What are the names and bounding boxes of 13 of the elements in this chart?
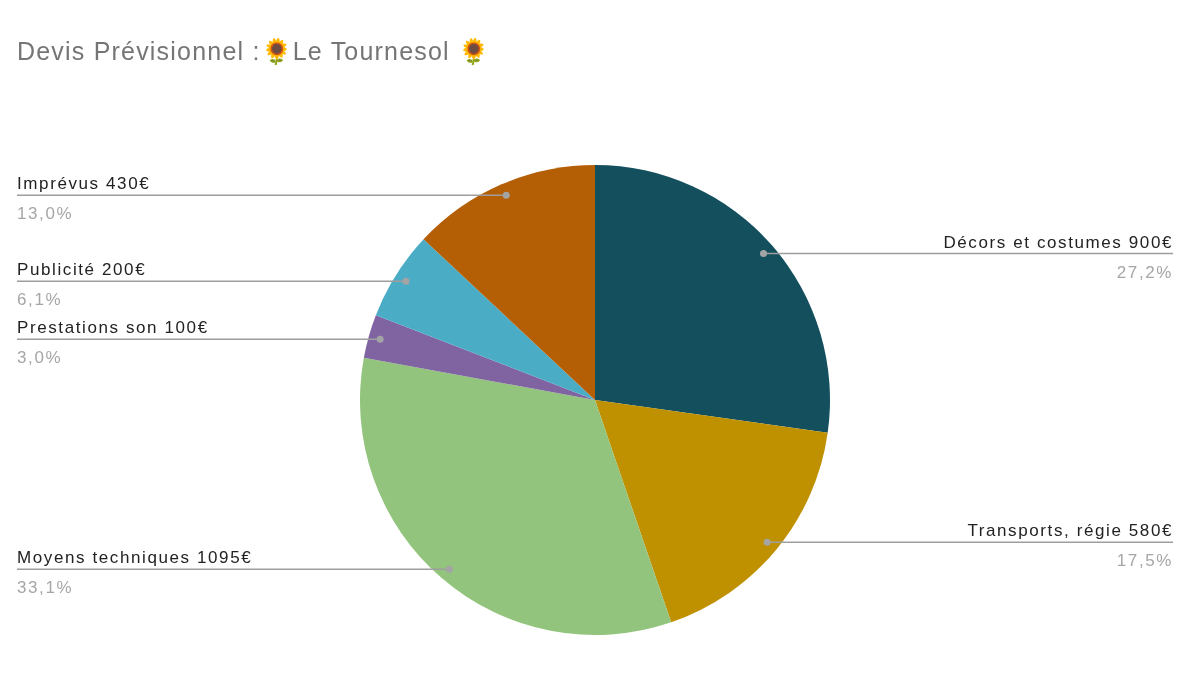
data-label: 13,0% <box>17 204 74 224</box>
data-label: 17,5% <box>1116 551 1173 571</box>
slice-label: Moyens techniques 1095€ <box>17 548 253 568</box>
slice-label: Prestations son 100€ <box>17 318 209 338</box>
data-label: 27,2% <box>1116 262 1173 282</box>
title: Devis Prévisionnel :🌻Le Tournesol 🌻 <box>17 37 491 65</box>
data-label: 33,1% <box>17 578 74 598</box>
slice-label: Imprévus 430€ <box>17 174 151 194</box>
slice-label: Transports, régie 580€ <box>967 521 1173 541</box>
data-label: 3,0% <box>17 348 63 368</box>
data-label: 6,1% <box>17 290 63 310</box>
slice-label: Décors et costumes 900€ <box>943 232 1173 252</box>
slice-label: Publicité 200€ <box>17 260 147 280</box>
